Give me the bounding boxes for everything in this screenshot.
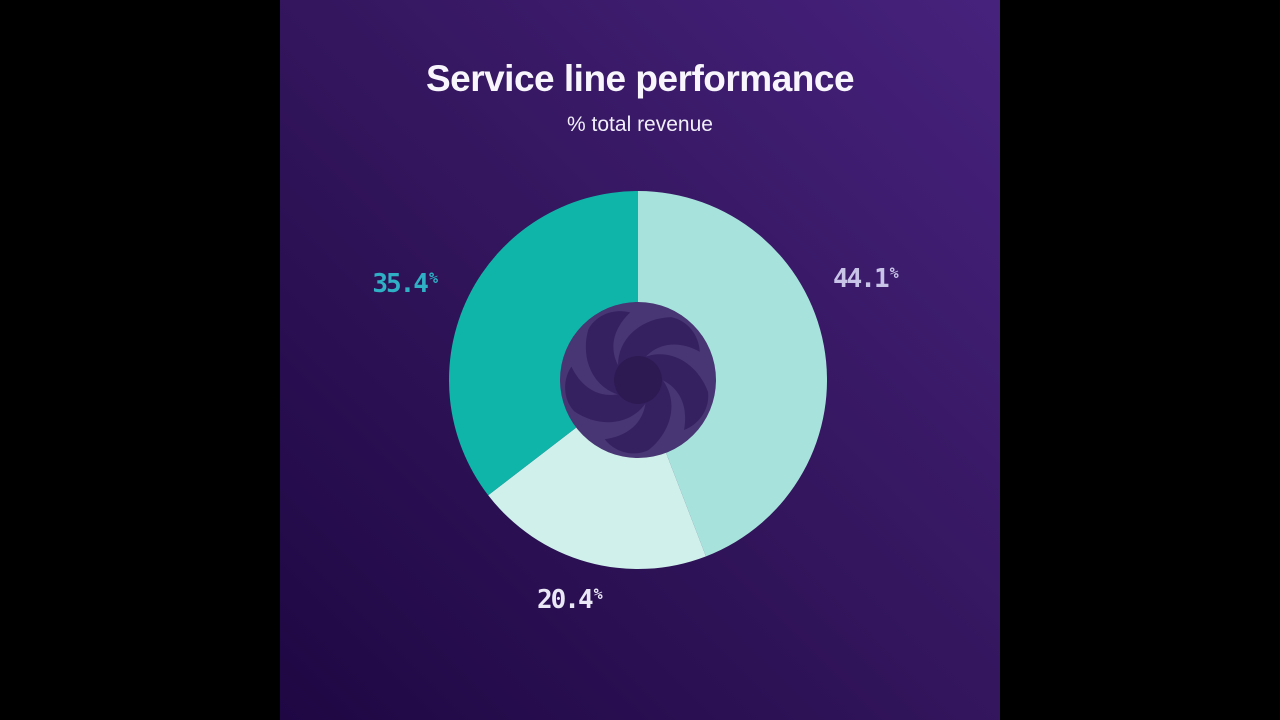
percent-sign: % <box>593 585 603 603</box>
chart-title: Service line performance <box>425 58 855 99</box>
slice-value: 44.1 <box>833 264 890 294</box>
donut-slice <box>488 426 706 569</box>
infographic-canvas: Service line performance % total revenue… <box>280 0 1000 720</box>
aperture-logo-icon <box>560 302 716 458</box>
logo-hub-circle <box>614 356 662 404</box>
donut-chart <box>449 191 827 569</box>
percent-sign: % <box>889 264 899 282</box>
donut-slice <box>449 191 638 496</box>
percent-sign: % <box>428 269 438 287</box>
logo-blade <box>565 366 648 423</box>
slice-value: 20.4 <box>537 585 594 615</box>
chart-subtitle: % total revenue <box>567 113 713 136</box>
slice-label-teal: 35.4% <box>372 269 438 299</box>
slice-label-pale: 20.4% <box>537 585 603 615</box>
donut-slices <box>449 191 827 569</box>
slice-value: 35.4 <box>372 269 429 299</box>
donut-slice <box>638 191 827 557</box>
slice-label-largest: 44.1% <box>833 264 899 294</box>
